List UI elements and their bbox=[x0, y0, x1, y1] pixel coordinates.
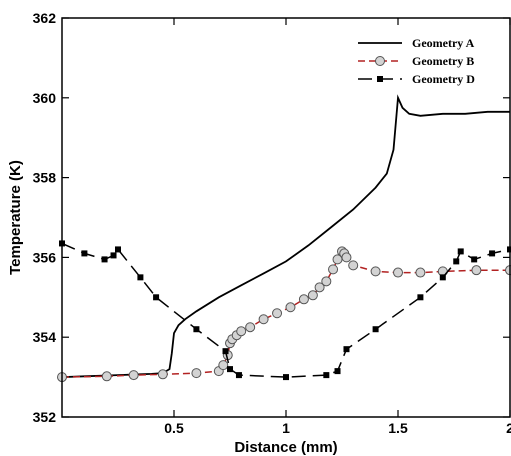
series-line-geometry-a bbox=[61, 94, 510, 378]
data-point bbox=[439, 274, 446, 281]
data-point bbox=[307, 290, 318, 301]
y-axis: 352 354 356 358 360 362 bbox=[33, 10, 510, 425]
data-point bbox=[222, 348, 229, 355]
data-point bbox=[157, 369, 168, 380]
y-tick-label: 358 bbox=[33, 170, 57, 186]
y-tick-label: 352 bbox=[33, 409, 57, 425]
legend-label-geometry-b: Geometry B bbox=[412, 54, 474, 68]
series-line-geometry-d bbox=[61, 242, 511, 378]
data-point bbox=[110, 252, 117, 259]
data-point bbox=[489, 250, 496, 257]
data-point bbox=[453, 258, 460, 265]
x-tick-label: 0.5 bbox=[164, 420, 184, 436]
x-tick-label: 1.5 bbox=[388, 420, 408, 436]
data-point bbox=[417, 294, 424, 301]
data-point bbox=[128, 370, 139, 381]
data-point bbox=[191, 368, 202, 379]
data-point bbox=[272, 308, 283, 319]
data-point bbox=[457, 248, 464, 255]
series-geometry-a bbox=[61, 94, 510, 378]
series-layer bbox=[57, 94, 511, 383]
data-point bbox=[341, 252, 352, 263]
legend-marker-geometry-d bbox=[377, 76, 383, 82]
data-point bbox=[283, 374, 289, 381]
data-point bbox=[471, 256, 478, 263]
legend-label-geometry-d: Geometry D bbox=[412, 72, 475, 86]
x-tick-label: 2 bbox=[506, 420, 511, 436]
data-point bbox=[343, 346, 350, 353]
legend: Geometry A Geometry B Geometry D bbox=[358, 36, 475, 86]
legend-item-geometry-b: Geometry B bbox=[358, 54, 474, 68]
data-point bbox=[334, 368, 341, 375]
data-point bbox=[101, 371, 112, 382]
y-axis-label: Temperature (K) bbox=[7, 160, 24, 275]
data-point bbox=[153, 294, 160, 301]
data-point bbox=[321, 276, 332, 287]
data-point bbox=[101, 256, 108, 263]
data-point bbox=[245, 322, 256, 333]
legend-item-geometry-d: Geometry D bbox=[358, 72, 475, 86]
data-point bbox=[227, 366, 233, 373]
data-point bbox=[285, 302, 296, 313]
data-point bbox=[236, 326, 247, 337]
data-point bbox=[393, 267, 403, 278]
data-point bbox=[298, 294, 309, 305]
x-axis: 0.5 1 1.5 2 bbox=[164, 18, 511, 436]
data-point bbox=[81, 250, 88, 257]
series-geometry-b bbox=[57, 246, 511, 383]
x-axis-label: Distance (mm) bbox=[234, 439, 337, 456]
y-tick-label: 354 bbox=[33, 329, 57, 345]
data-point bbox=[348, 260, 359, 271]
y-tick-label: 356 bbox=[33, 249, 57, 265]
y-tick-label: 360 bbox=[33, 90, 57, 106]
legend-marker-geometry-b bbox=[375, 56, 385, 66]
data-point bbox=[137, 274, 144, 281]
data-point bbox=[323, 372, 330, 379]
data-point bbox=[314, 282, 325, 293]
data-point bbox=[370, 266, 381, 277]
x-tick-label: 1 bbox=[282, 420, 290, 436]
data-point bbox=[258, 314, 269, 325]
y-tick-label: 362 bbox=[33, 10, 57, 26]
data-point bbox=[193, 326, 200, 333]
legend-item-geometry-a: Geometry A bbox=[358, 36, 475, 50]
data-point bbox=[372, 326, 379, 333]
legend-label-geometry-a: Geometry A bbox=[412, 36, 475, 50]
data-point bbox=[415, 267, 426, 278]
data-point bbox=[328, 264, 339, 275]
data-point bbox=[115, 246, 121, 253]
data-point bbox=[235, 372, 242, 379]
data-point bbox=[507, 246, 511, 253]
data-point bbox=[218, 360, 229, 371]
data-point bbox=[471, 265, 482, 276]
